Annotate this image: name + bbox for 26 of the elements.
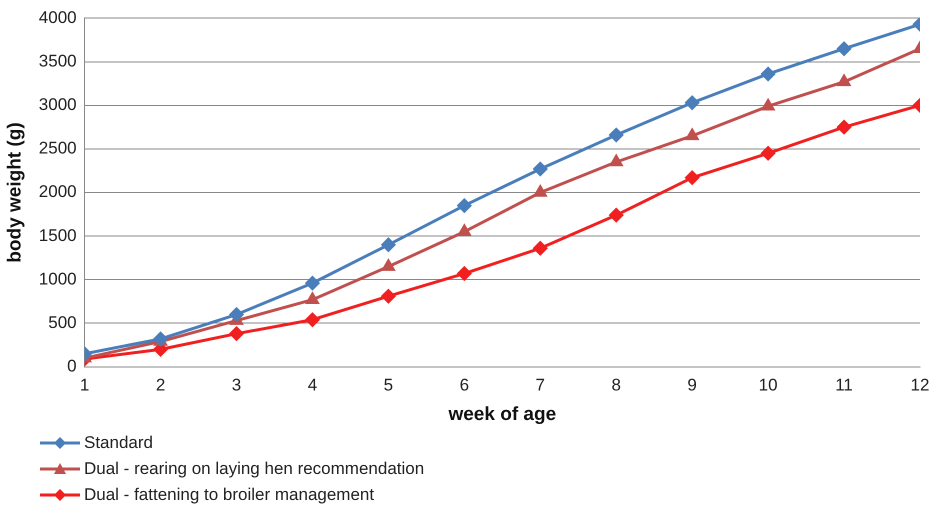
x-axis-title: week of age xyxy=(447,404,556,425)
y-tick-label: 2500 xyxy=(38,138,77,158)
y-tick-label: 4000 xyxy=(38,8,77,27)
y-tick-label: 0 xyxy=(67,356,77,376)
y-tick-label: 1500 xyxy=(38,226,77,245)
y-tick-label: 2000 xyxy=(38,182,77,202)
y-tick-label: 500 xyxy=(48,312,77,332)
legend-label: Dual - rearing on laying hen recommendation xyxy=(84,459,424,479)
x-tick-label: 2 xyxy=(156,376,166,395)
x-tick-label: 5 xyxy=(384,376,394,395)
x-tick-label: 8 xyxy=(611,376,621,395)
x-tick-label: 12 xyxy=(910,376,930,395)
x-tick-label: 9 xyxy=(687,376,697,395)
legend-label: Standard xyxy=(84,433,153,453)
y-tick-label: 3500 xyxy=(38,51,77,70)
y-tick-label: 1000 xyxy=(38,269,77,288)
x-tick-label: 3 xyxy=(232,376,242,395)
x-tick-label: 10 xyxy=(758,376,778,395)
y-tick-label: 3000 xyxy=(38,95,77,114)
x-tick-label: 11 xyxy=(835,376,853,395)
legend-label: Dual - fattening to broiler management xyxy=(84,485,374,505)
x-tick-label: 4 xyxy=(308,376,318,395)
x-tick-label: 7 xyxy=(536,376,546,395)
x-tick-label: 1 xyxy=(80,376,90,395)
y-axis-title: body weight (g) xyxy=(4,122,26,263)
x-tick-label: 6 xyxy=(460,376,470,395)
